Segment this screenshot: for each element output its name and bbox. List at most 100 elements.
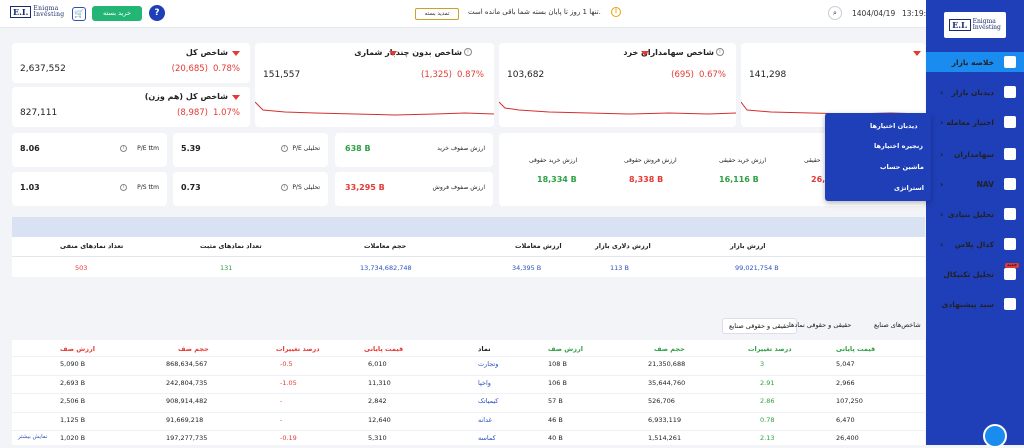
chevron-icon: › bbox=[940, 117, 944, 127]
row-divider bbox=[12, 430, 925, 431]
table-cell: 526,706 bbox=[648, 397, 675, 405]
table-header: حجم صف bbox=[654, 345, 685, 353]
buy-queue-card[interactable]: 638 B ارزش صفوف خرید bbox=[335, 133, 493, 167]
cart-icon[interactable]: 🛒 bbox=[72, 7, 86, 21]
info-icon[interactable]: i bbox=[716, 48, 724, 56]
sidebar-item-technical[interactable]: تحلیل تکنیکال جدید bbox=[943, 263, 1019, 280]
flow-label: ارزش خرید حقوقی bbox=[529, 157, 578, 164]
flow-label: حقیقی bbox=[804, 157, 821, 164]
queue-value: 638 B bbox=[345, 144, 371, 153]
table-cell: 2,506 B bbox=[60, 397, 86, 405]
table-header: قیمت پایانی bbox=[836, 345, 876, 353]
index-card-no-multi-count[interactable]: شاخص بدون چندبار شماری i 151,557 0.87% (… bbox=[255, 43, 494, 127]
index-title: شاخص سهامداران خرد bbox=[623, 48, 714, 57]
nav-icon bbox=[1004, 178, 1016, 190]
sidebar-item-options[interactable]: › اختیار معامله bbox=[926, 112, 1024, 132]
show-more-link[interactable]: نمایش بیشتر bbox=[18, 434, 48, 440]
table-header: نماد bbox=[478, 345, 491, 353]
info-icon[interactable]: i bbox=[120, 145, 127, 152]
table-cell: 106 B bbox=[548, 378, 567, 387]
index-value: 151,557 bbox=[263, 70, 301, 80]
table-cell: 5,090 B bbox=[60, 360, 86, 368]
index-value: 141,298 bbox=[749, 70, 787, 80]
submenu-item[interactable]: زنجیره اختیارها bbox=[874, 142, 924, 150]
market-header: ارزش بازار bbox=[730, 242, 766, 250]
sidebar bbox=[926, 0, 1024, 445]
table-header: قیمت پایانی bbox=[364, 345, 404, 353]
support-chat-icon[interactable] bbox=[983, 424, 1007, 448]
market-value: 503 bbox=[75, 264, 88, 272]
codal-icon bbox=[1004, 238, 1016, 250]
index-sparkline bbox=[499, 101, 736, 115]
flow-value: 16,116 B bbox=[719, 175, 759, 184]
warning-icon: ! bbox=[611, 7, 621, 17]
sidebar-item-codal-plus[interactable]: › کدال پلاس bbox=[926, 234, 1024, 254]
down-arrow-icon bbox=[641, 51, 649, 56]
index-card-equal-weight[interactable]: شاخص کل (هم وزن) 827,111 1.07% (8,987) bbox=[12, 87, 250, 127]
ratio-label: P/S ttm bbox=[137, 184, 159, 191]
flow-value: 18,334 B bbox=[537, 175, 577, 184]
index-pct: 0.87% bbox=[456, 70, 484, 80]
table-header: ارزش صف bbox=[548, 345, 583, 353]
sell-queue-card[interactable]: 33,295 B ارزش صفوف فروش bbox=[335, 172, 493, 206]
sidebar-item-fundamental[interactable]: › تحلیل بنیادی bbox=[926, 204, 1024, 224]
tab-real-legal-symbols[interactable]: حقیقی و حقوقی نمادها bbox=[789, 321, 852, 329]
index-pct: 0.78% bbox=[212, 64, 240, 74]
ps-ttm-card[interactable]: 1.03 P/S ttm i bbox=[12, 172, 167, 206]
help-icon[interactable]: ? bbox=[149, 5, 165, 21]
table-cell: 26,400 bbox=[836, 434, 859, 442]
table-cell: 3 bbox=[760, 360, 765, 368]
tab-real-legal-industries[interactable]: حقیقی و حقوقی صنایع bbox=[722, 318, 798, 334]
table-cell: 908,914,482 bbox=[166, 397, 208, 405]
table-cell[interactable]: وتجارت bbox=[478, 360, 499, 368]
table-cell[interactable]: کماسه bbox=[478, 434, 496, 442]
search-icon[interactable]: ⌕ bbox=[828, 6, 842, 20]
sidebar-item-market-watch[interactable]: › دیدبان بازار bbox=[926, 82, 1024, 102]
table-header: حجم صف bbox=[178, 345, 209, 353]
table-cell: 5,310 bbox=[368, 434, 387, 442]
sidebar-logo[interactable]: E.I. Enigma Investing bbox=[944, 12, 1006, 38]
flow-value: 8,338 B bbox=[629, 175, 664, 184]
market-watch-icon bbox=[1004, 86, 1016, 98]
market-header: تعداد نمادهای منفی bbox=[60, 242, 124, 250]
pe-ttm-card[interactable]: 8.06 P/E ttm i bbox=[12, 133, 167, 167]
submenu-item[interactable]: استراتژی bbox=[894, 184, 924, 192]
table-cell: 35,644,760 bbox=[648, 378, 686, 387]
chevron-icon: › bbox=[940, 209, 944, 219]
index-change: (8,987) bbox=[177, 108, 208, 118]
chevron-icon: › bbox=[940, 179, 944, 189]
header-logo[interactable]: E.I. Enigma Investing bbox=[10, 6, 64, 18]
buy-package-button[interactable]: خرید بسته bbox=[92, 6, 142, 21]
sidebar-item-suggested-basket[interactable]: سبد پیشنهادی bbox=[926, 294, 1024, 314]
sidebar-item-nav[interactable]: › NAV bbox=[926, 174, 1024, 194]
index-card-total[interactable]: شاخص کل 2,637,552 0.78% (20,685) bbox=[12, 43, 250, 83]
info-icon[interactable]: i bbox=[281, 145, 288, 152]
sidebar-item-market-summary[interactable]: خلاصه بازار bbox=[926, 52, 1024, 72]
time-display: 13:19:4 bbox=[902, 9, 931, 18]
down-arrow-icon bbox=[232, 51, 240, 56]
info-icon[interactable]: i bbox=[464, 48, 472, 56]
table-cell: 2,842 bbox=[368, 397, 387, 405]
table-cell: 242,804,735 bbox=[166, 378, 208, 387]
info-icon[interactable]: i bbox=[120, 184, 127, 191]
renew-package-button[interactable]: تمدید بسته bbox=[415, 8, 459, 20]
table-cell: 12,640 bbox=[368, 415, 391, 424]
table-cell[interactable]: کیمیاتک bbox=[478, 397, 499, 405]
table-cell[interactable]: واخپا bbox=[478, 378, 491, 387]
table-cell[interactable]: غدانه bbox=[478, 415, 492, 424]
submenu-item[interactable]: دیدبان اختیارها bbox=[870, 122, 918, 130]
ps-analytic-card[interactable]: 0.73 P/S تحلیلی i bbox=[173, 172, 328, 206]
market-summary-icon bbox=[1004, 56, 1016, 68]
queues-table bbox=[12, 340, 925, 445]
table-cell: 2.13 bbox=[760, 434, 775, 442]
table-header: درصد تغییرات bbox=[276, 345, 320, 353]
index-value: 103,682 bbox=[507, 70, 545, 80]
info-icon[interactable]: i bbox=[281, 184, 288, 191]
sidebar-item-shareholders[interactable]: › سهامداران bbox=[926, 144, 1024, 164]
queue-label: ارزش صفوف فروش bbox=[432, 184, 485, 191]
table-cell: 108 B bbox=[548, 360, 567, 368]
submenu-item[interactable]: ماشین حساب bbox=[880, 163, 924, 171]
pe-analytic-card[interactable]: 5.39 P/E تحلیلی i bbox=[173, 133, 328, 167]
index-card-retail[interactable]: شاخص سهامداران خرد i 103,682 0.67% (695) bbox=[499, 43, 736, 127]
tab-industry-indices[interactable]: شاخص‌های صنایع bbox=[874, 321, 921, 329]
